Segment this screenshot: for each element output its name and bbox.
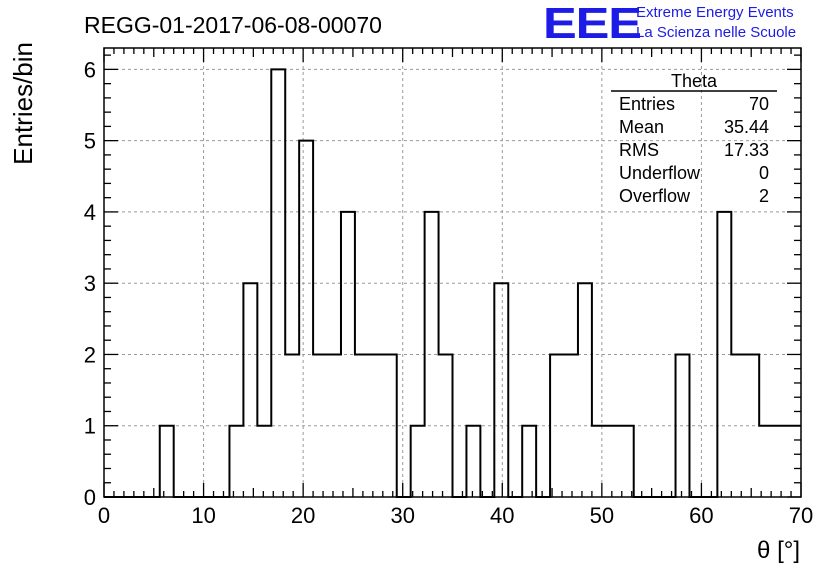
histogram-bar [606, 426, 620, 497]
x-axis-label: θ [°] [757, 537, 800, 564]
stats-label-entries: Entries [619, 94, 675, 114]
stats-value-entries: 70 [749, 94, 769, 114]
y-tick-label: 0 [84, 485, 96, 510]
y-tick-label: 4 [84, 200, 96, 225]
x-tick-label: 20 [291, 503, 315, 528]
logo-text-line1: Extreme Energy Events [636, 4, 794, 21]
histogram-bar [731, 354, 745, 497]
x-tick-label: 0 [98, 503, 110, 528]
stats-value-mean: 35.44 [724, 117, 769, 137]
x-tick-label: 10 [191, 503, 215, 528]
stats-box: Theta Entries 70 Mean 35.44 RMS 17.33 Underflow… [611, 71, 777, 206]
histogram-bar [466, 426, 480, 497]
histogram-bar [578, 283, 592, 497]
y-tick-label: 6 [84, 57, 96, 82]
y-tick-label: 1 [84, 414, 96, 439]
eee-logo: EEE [543, 0, 642, 48]
histogram-outline [104, 68, 801, 498]
stats-label-overflow: Overflow [619, 186, 691, 206]
logo-text-line2: La Scienza nelle Scuole [636, 24, 797, 41]
y-tick-label: 2 [84, 342, 96, 367]
histogram-series [104, 68, 801, 498]
x-tick-label: 50 [590, 503, 614, 528]
histogram-bar [620, 426, 634, 497]
y-axis-label: Entries/bin [8, 42, 38, 165]
x-tick-label: 70 [789, 503, 813, 528]
histogram-bar [299, 141, 313, 497]
stats-label-rms: RMS [619, 140, 659, 160]
plot-title: REGG-01-2017-06-08-00070 [84, 12, 382, 38]
histogram-bar [160, 426, 174, 497]
x-tick-label: 40 [490, 503, 514, 528]
histogram-bar [522, 426, 536, 497]
y-tick-label: 5 [84, 129, 96, 154]
x-tick-label: 60 [689, 503, 713, 528]
histogram-bar [257, 426, 271, 497]
stats-value-underflow: 0 [759, 163, 769, 183]
stats-value-overflow: 2 [759, 186, 769, 206]
stats-value-rms: 17.33 [724, 140, 769, 160]
axes [103, 47, 802, 498]
histogram-bar [773, 426, 787, 497]
stats-label-underflow: Underflow [619, 163, 701, 183]
x-tick-label: 30 [390, 503, 414, 528]
histogram-bar [787, 426, 801, 497]
histogram-bar [494, 283, 508, 497]
histogram-bar [411, 426, 425, 497]
y-tick-label: 3 [84, 271, 96, 296]
histogram-bar [759, 426, 773, 497]
histogram-bar [243, 283, 257, 497]
stats-label-mean: Mean [619, 117, 664, 137]
histogram-bar [229, 426, 243, 497]
histogram-bar [592, 426, 606, 497]
stats-title: Theta [671, 71, 718, 91]
